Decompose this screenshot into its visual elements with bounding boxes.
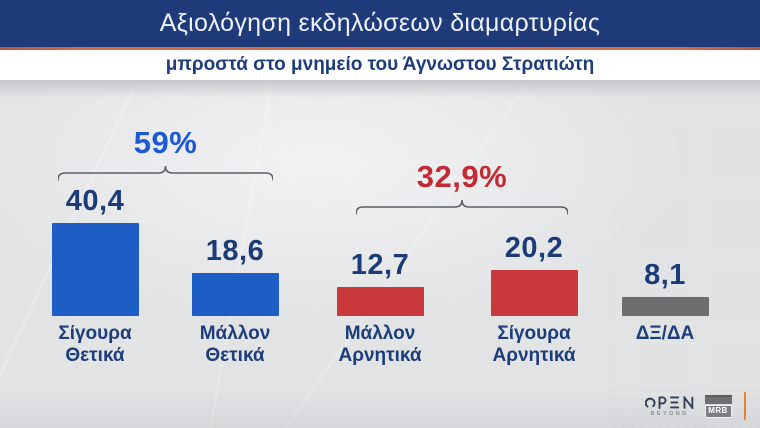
page-subtitle: μπροστά στο μνημείο του Άγνωστου Στρατιώ… <box>165 54 595 75</box>
bar <box>490 270 578 316</box>
bar-category-label: ΔΞ/ΔΑ <box>635 323 695 344</box>
bar-group: 20,2 Σίγουρα Αρνητικά <box>490 150 578 366</box>
bar-group: 18,6 Μάλλον Θετικά <box>191 150 279 366</box>
orange-divider <box>743 392 746 420</box>
title-bar: Αξιολόγηση εκδηλώσεων διαμαρτυρίας <box>0 0 760 47</box>
group-bracket <box>58 166 273 181</box>
bar-group: 8,1 ΔΞ/ΔΑ <box>621 150 709 344</box>
bar-group: 12,7 Μάλλον Αρνητικά <box>336 150 424 366</box>
group-bracket <box>356 200 568 215</box>
group-percent: 59% <box>133 125 198 160</box>
bar-category-label: Μάλλον Αρνητικά <box>338 323 422 366</box>
bar-value: 12,7 <box>350 249 410 281</box>
open-logo: BEYOND <box>644 395 695 417</box>
group-percent: 32,9% <box>416 159 508 194</box>
open-logo-icon <box>644 395 693 409</box>
bar <box>51 223 139 316</box>
subtitle-band: μπροστά στο μνημείο του Άγνωστου Στρατιώ… <box>0 50 760 80</box>
branding: BEYOND MRB <box>644 392 746 420</box>
beyond-label: BEYOND <box>650 410 689 417</box>
bar-value: 18,6 <box>205 235 265 267</box>
bar-value: 40,4 <box>65 185 125 217</box>
bar <box>621 297 709 316</box>
bar <box>191 273 279 316</box>
bar <box>336 287 424 316</box>
header-fade <box>0 80 760 98</box>
page-title: Αξιολόγηση εκδηλώσεων διαμαρτυρίας <box>159 9 601 37</box>
bar-category-label: Μάλλον Θετικά <box>199 323 271 366</box>
mrb-logo-text: MRB <box>708 406 728 415</box>
mrb-logo-box: MRB <box>704 404 732 418</box>
bar-category-label: Σίγουρα Αρνητικά <box>492 323 576 366</box>
bar-group: 40,4 Σίγουρα Θετικά <box>51 150 139 366</box>
mrb-logo: MRB <box>704 394 732 418</box>
bar-value: 20,2 <box>504 232 564 264</box>
bar-category-label: Σίγουρα Θετικά <box>58 323 132 366</box>
bar-value: 8,1 <box>644 259 686 291</box>
accent-line <box>0 47 760 50</box>
title-bar-texture <box>0 0 760 47</box>
mrb-logo-stripes <box>704 394 732 404</box>
